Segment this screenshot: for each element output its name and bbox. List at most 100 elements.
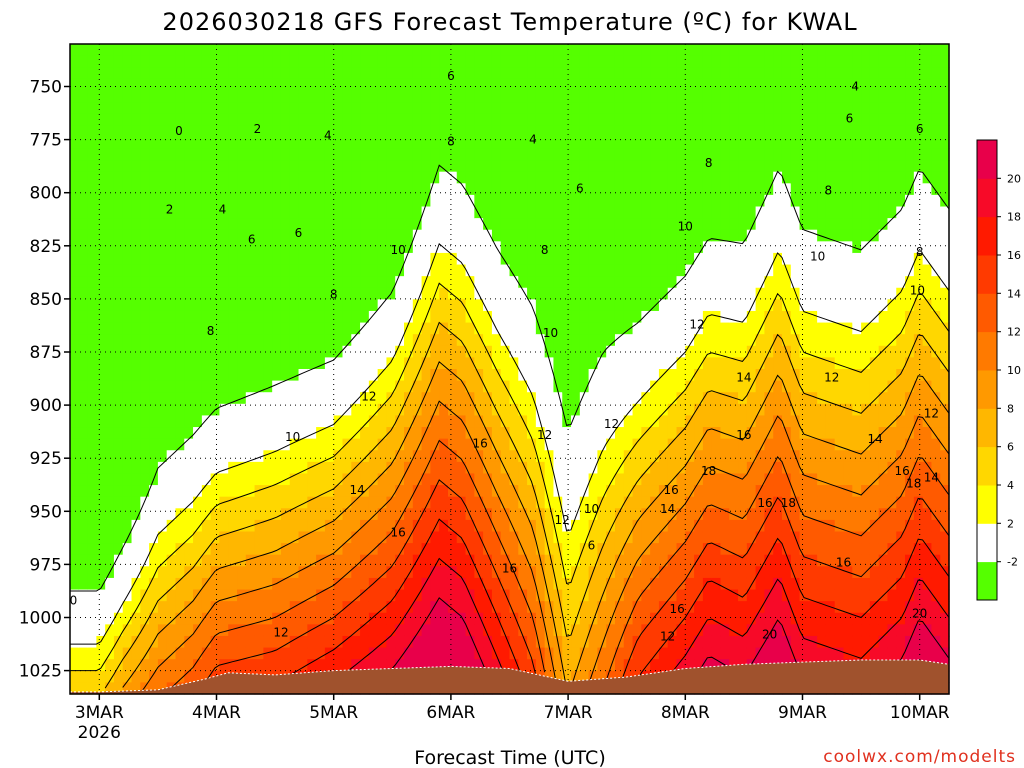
temperature-cell	[263, 635, 273, 649]
temperature-cell	[579, 229, 590, 242]
temperature-cell	[799, 473, 809, 486]
temperature-cell	[667, 450, 678, 463]
temperature-cell	[360, 334, 370, 347]
temperature-cell	[738, 415, 748, 428]
temperature-cell	[78, 44, 89, 57]
temperature-cell	[447, 276, 458, 289]
temperature-cell	[87, 496, 97, 509]
temperature-cell	[149, 78, 159, 92]
temperature-cell	[210, 566, 221, 579]
temperature-cell	[614, 102, 625, 115]
temperature-cell	[324, 635, 335, 649]
temperature-cell	[395, 113, 405, 126]
temperature-cell	[852, 44, 862, 57]
temperature-cell	[483, 647, 493, 660]
temperature-cell	[201, 519, 212, 533]
temperature-cell	[509, 461, 519, 475]
temperature-cell	[527, 148, 537, 161]
temperature-cell	[711, 160, 722, 173]
temperature-cell	[333, 496, 344, 509]
temperature-cell	[535, 659, 546, 672]
temperature-cell	[500, 160, 511, 173]
temperature-cell	[280, 136, 291, 150]
temperature-cell	[544, 252, 555, 266]
temperature-cell	[439, 450, 449, 463]
temperature-cell	[96, 566, 106, 579]
temperature-cell	[140, 473, 150, 486]
temperature-cell	[149, 90, 159, 103]
temperature-cell	[157, 624, 168, 637]
temperature-cell	[606, 67, 616, 80]
temperature-cell	[149, 241, 159, 254]
temperature-cell	[790, 171, 801, 184]
temperature-cell	[193, 299, 203, 312]
temperature-cell	[105, 635, 115, 649]
temperature-cell	[237, 136, 247, 150]
temperature-cell	[491, 601, 502, 614]
temperature-cell	[122, 67, 133, 80]
temperature-cell	[316, 229, 326, 242]
temperature-cell	[597, 113, 607, 126]
temperature-cell	[500, 577, 511, 591]
temperature-cell	[131, 438, 141, 451]
temperature-cell	[386, 125, 396, 138]
temperature-cell	[676, 241, 686, 254]
temperature-cell	[280, 171, 291, 184]
temperature-cell	[491, 415, 502, 428]
temperature-cell	[87, 206, 97, 219]
temperature-cell	[641, 624, 651, 637]
temperature-cell	[280, 531, 291, 544]
temperature-cell	[307, 531, 317, 544]
temperature-cell	[456, 461, 467, 475]
temperature-cell	[430, 485, 440, 498]
temperature-cell	[289, 113, 300, 126]
temperature-cell	[333, 438, 344, 451]
temperature-cell	[535, 427, 546, 440]
temperature-cell	[650, 589, 660, 602]
temperature-cell	[456, 160, 467, 173]
temperature-cell	[122, 310, 133, 324]
temperature-cell	[658, 287, 669, 300]
temperature-cell	[210, 601, 221, 614]
temperature-cell	[404, 136, 414, 150]
temperature-cell	[166, 78, 177, 92]
temperature-cell	[193, 589, 203, 602]
temperature-cell	[843, 90, 853, 103]
temperature-cell	[491, 287, 502, 300]
temperature-cell	[729, 160, 739, 173]
temperature-cell	[676, 612, 686, 625]
temperature-cell	[351, 125, 361, 138]
temperature-cell	[307, 438, 317, 451]
temperature-cell	[702, 299, 713, 312]
temperature-cell	[324, 473, 335, 486]
temperature-cell	[632, 322, 642, 335]
temperature-cell	[571, 125, 581, 138]
temperature-cell	[825, 485, 836, 498]
temperature-cell	[149, 357, 159, 370]
temperature-cell	[254, 310, 264, 324]
temperature-cell	[465, 496, 475, 509]
temperature-cell	[289, 450, 300, 463]
temperature-cell	[87, 44, 97, 57]
temperature-cell	[738, 461, 748, 475]
temperature-cell	[395, 415, 405, 428]
temperature-cell	[87, 357, 97, 370]
temperature-cell	[588, 136, 598, 150]
temperature-cell	[694, 415, 704, 428]
temperature-cell	[623, 148, 634, 161]
temperature-cell	[834, 496, 845, 509]
temperature-cell	[131, 670, 141, 683]
temperature-cell	[500, 508, 511, 521]
temperature-cell	[201, 589, 212, 602]
temperature-cell	[790, 473, 801, 486]
temperature-cell	[307, 90, 317, 103]
temperature-cell	[658, 531, 669, 544]
temperature-cell	[518, 485, 528, 498]
temperature-cell	[755, 183, 766, 196]
temperature-cell	[140, 252, 150, 266]
temperature-cell	[720, 310, 730, 324]
temperature-cell	[702, 194, 713, 208]
temperature-cell	[280, 229, 291, 242]
temperature-cell	[544, 345, 555, 358]
temperature-cell	[588, 647, 598, 660]
